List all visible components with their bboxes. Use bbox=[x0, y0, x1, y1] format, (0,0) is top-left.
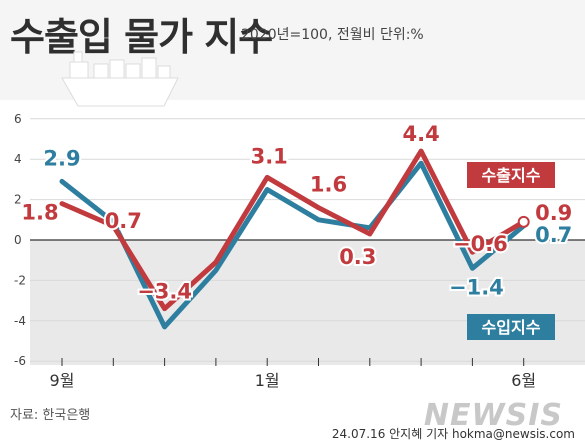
newsis-watermark: NEWSIS bbox=[423, 398, 563, 433]
import-series-line bbox=[59, 160, 527, 330]
export-data-point bbox=[368, 232, 372, 236]
export-data-point bbox=[214, 260, 218, 264]
export-data-point bbox=[470, 250, 474, 254]
import-data-label: −1.4 bbox=[449, 275, 504, 299]
y-axis-ticks: 6 4 2 0 -2 -4 -6 bbox=[14, 112, 26, 368]
export-data-label: 3.1 bbox=[251, 144, 288, 168]
import-data-point bbox=[419, 161, 423, 165]
x-tick-label: 9월 bbox=[50, 371, 75, 390]
import-data-label: 2.9 bbox=[43, 146, 80, 170]
x-tick-label: 1월 bbox=[255, 371, 280, 390]
export-series-line bbox=[59, 148, 527, 312]
export-data-point bbox=[111, 224, 115, 228]
import-data-point bbox=[163, 325, 167, 329]
export-data-label: 4.4 bbox=[402, 122, 439, 146]
plot-lower-panel bbox=[30, 240, 585, 365]
legend-export: 수출지수 bbox=[467, 162, 555, 188]
legend-swatch bbox=[467, 314, 555, 340]
cargo-ship-icon bbox=[61, 51, 179, 107]
legend-label: 수출지수 bbox=[482, 166, 541, 185]
import-data-point bbox=[317, 218, 320, 222]
export-data-label: 1.6 bbox=[310, 173, 347, 197]
import-data-point bbox=[265, 188, 269, 191]
series-lines bbox=[59, 148, 530, 330]
y-tick-label: 2 bbox=[14, 193, 22, 207]
y-tick-label: 6 bbox=[14, 112, 22, 126]
export-data-label: −3.4 bbox=[137, 280, 192, 304]
export-data-label: 1.8 bbox=[21, 201, 58, 225]
export-data-point bbox=[419, 149, 423, 153]
legend-swatch bbox=[467, 162, 555, 188]
chart-title: 수출입 물가 지수 bbox=[10, 15, 273, 59]
y-tick-label: -6 bbox=[14, 354, 26, 368]
y-tick-label: 4 bbox=[14, 152, 22, 166]
export-data-point bbox=[163, 307, 167, 311]
legend-label: 수입지수 bbox=[482, 318, 541, 337]
data-labels: 2.91.8 0.7−3.43.11.60.34.4−0.6−1.40.90.7 bbox=[19, 120, 574, 306]
import-data-label: 0.7 bbox=[535, 223, 572, 247]
x-tick-label: 6월 bbox=[511, 371, 536, 390]
import-data-point bbox=[470, 266, 474, 270]
export-data-label: 0.3 bbox=[339, 245, 376, 269]
legend-import: 수입지수 bbox=[467, 314, 555, 340]
import-data-point bbox=[111, 220, 115, 224]
export-data-point bbox=[60, 202, 64, 206]
export-data-point bbox=[317, 206, 320, 210]
export-data-label: −0.6 bbox=[453, 232, 508, 256]
source-note: 자료: 한국은행 bbox=[10, 408, 91, 423]
export-end-marker bbox=[517, 215, 530, 228]
import-data-point bbox=[60, 179, 64, 183]
y-tick-label: 0 bbox=[14, 233, 22, 247]
y-tick-label: -4 bbox=[14, 314, 26, 328]
export-data-label: 0.9 bbox=[535, 201, 572, 225]
x-axis: 9월 1월 6월 bbox=[50, 358, 536, 390]
chart-subtitle: 2020년=100, 전월비 단위:% bbox=[241, 27, 424, 43]
credit-line: 24.07.16 안지혜 기자 hokma@newsis.com bbox=[331, 427, 575, 441]
export-data-point bbox=[265, 175, 269, 179]
export-data-label: 0.7 bbox=[105, 209, 142, 233]
y-tick-label: -2 bbox=[14, 273, 26, 287]
import-data-point bbox=[214, 268, 218, 272]
